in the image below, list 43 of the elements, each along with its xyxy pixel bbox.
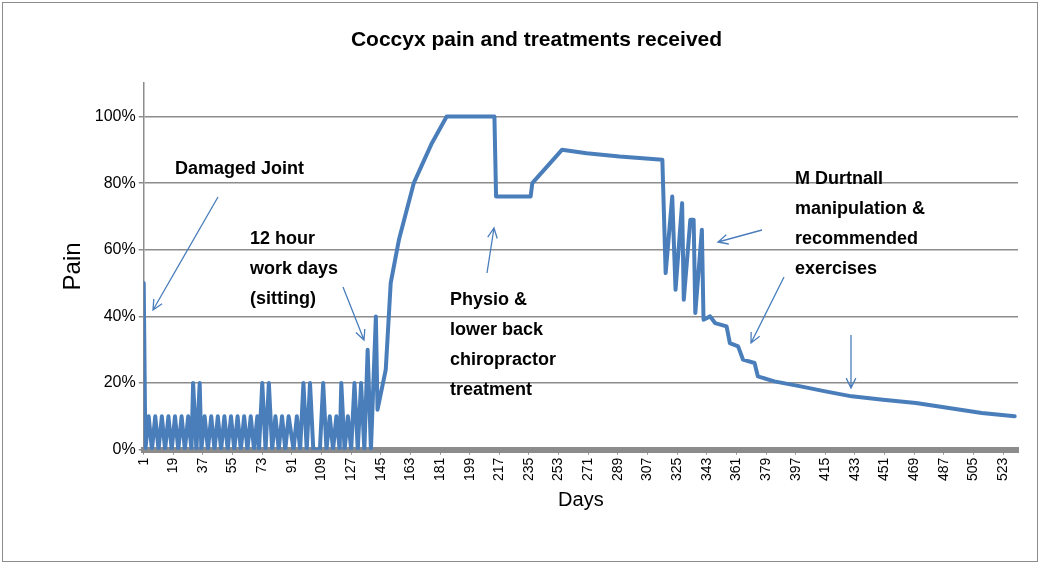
- x-tick-label: 379: [756, 457, 773, 481]
- x-tick-label: 397: [786, 457, 803, 481]
- x-axis-title: Days: [558, 487, 604, 510]
- x-tick-label: 145: [371, 457, 388, 481]
- x-tick-label: 505: [964, 457, 981, 481]
- y-tick-label: 40%: [103, 306, 136, 324]
- x-tick-label: 217: [490, 457, 507, 481]
- x-tick-label: 37: [193, 457, 210, 474]
- x-tick-label: 1: [134, 457, 151, 466]
- x-tick-label: 55: [223, 457, 240, 474]
- x-tick-label: 253: [549, 457, 566, 481]
- annotation: 12 hour work days (sitting): [249, 227, 339, 308]
- x-tick-label: 415: [816, 457, 833, 481]
- x-tick-label: 91: [282, 457, 299, 474]
- y-tick-label: 20%: [103, 373, 136, 391]
- x-tick-label: 235: [519, 457, 536, 481]
- x-tick-label: 181: [430, 457, 447, 481]
- x-tick-label: 451: [875, 457, 892, 481]
- chart-title: Coccyx pain and treatments received: [350, 27, 723, 51]
- x-tick-label: 523: [994, 457, 1011, 481]
- annotation: Damaged Joint: [175, 157, 305, 178]
- y-tick-label: 100%: [94, 106, 136, 124]
- y-tick-label: 0%: [112, 440, 136, 458]
- x-tick-label: 19: [164, 457, 181, 474]
- x-tick-label: 271: [579, 457, 596, 481]
- x-tick-label: 469: [905, 457, 922, 481]
- x-tick-label: 109: [312, 457, 329, 481]
- x-tick-label: 307: [638, 457, 655, 481]
- x-tick-label: 127: [342, 457, 359, 481]
- x-tick-label: 73: [253, 457, 270, 474]
- annotation: Physio & lower back chiropractor treatment: [450, 288, 557, 399]
- x-tick-label: 325: [668, 457, 685, 481]
- x-tick-label: 487: [934, 457, 951, 481]
- x-tick-label: 343: [697, 457, 714, 481]
- y-tick-label: 60%: [103, 240, 136, 258]
- x-tick-label: 361: [727, 457, 744, 481]
- x-tick-label: 289: [608, 457, 625, 481]
- x-tick-label: 433: [845, 457, 862, 481]
- y-axis-title: Pain: [58, 242, 86, 291]
- y-tick-label: 80%: [103, 173, 136, 191]
- x-tick-label: 199: [460, 457, 477, 481]
- annotation: M Durtnall manipulation & recommended exercises: [795, 167, 925, 278]
- x-tick-label: 163: [401, 457, 418, 481]
